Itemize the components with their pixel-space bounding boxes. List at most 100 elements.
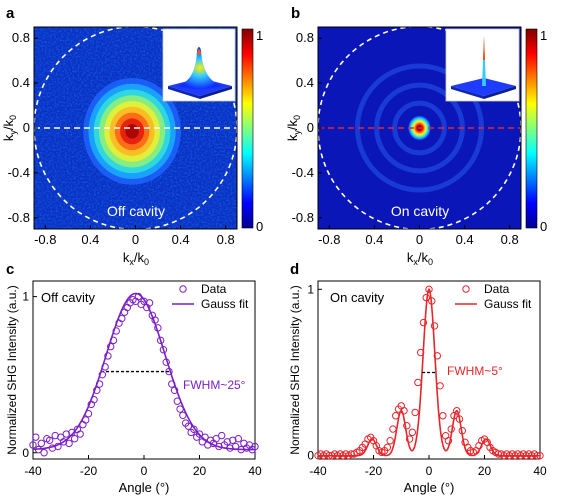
x-tick-label: -40 <box>24 464 42 478</box>
panel-d-legend-data-marker <box>462 285 470 293</box>
y-tick-label: 1 <box>307 282 314 296</box>
data-point <box>436 382 444 390</box>
panel-d-plot: -40 -20 0 20 40 0 1 <box>307 282 547 478</box>
y-tick-label: 0 <box>23 120 30 135</box>
panel-c-legend-fit-label: Gauss fit <box>201 297 249 311</box>
data-point <box>212 435 220 443</box>
data-point <box>40 449 48 457</box>
data-point <box>51 431 59 440</box>
data-point <box>29 441 37 449</box>
panel-c-ylabel: Normalized SHG Intensity (a.u.) <box>5 285 19 454</box>
data-point <box>383 443 392 452</box>
x-tick-label: 0.4 <box>81 232 99 247</box>
panel-d-caption: On cavity <box>330 290 385 305</box>
data-point <box>251 442 259 451</box>
panel-b-caption: On cavity <box>391 203 449 219</box>
y-tick-label: -0.4 <box>8 165 30 180</box>
data-point <box>455 415 464 423</box>
data-point <box>447 425 455 433</box>
beam-spot-contour <box>125 124 139 139</box>
data-point <box>405 435 414 443</box>
panel-d-xlabel: Angle (°) <box>404 480 455 495</box>
data-point <box>165 367 173 376</box>
data-point <box>201 433 209 441</box>
panel-a-ylabel: ky/k0 <box>1 115 18 141</box>
panel-d-ylabel: Normalized SHG Intensity (a.u.) <box>288 285 302 454</box>
data-point <box>231 442 240 451</box>
x-tick-label: 0 <box>416 232 423 247</box>
panel-d-legend: Data Gauss fit <box>455 282 532 311</box>
data-point <box>45 436 54 444</box>
data-point <box>170 386 179 394</box>
data-point <box>430 322 439 330</box>
data-point <box>408 428 417 437</box>
data-point <box>159 346 168 354</box>
data-point <box>425 285 433 294</box>
y-tick-label: -0.8 <box>292 210 314 225</box>
y-tick-label: 0 <box>307 449 314 463</box>
data-point <box>98 370 107 379</box>
panel-c-plot: -40 -20 0 20 40 0 1 <box>22 290 262 478</box>
data-point <box>533 451 541 460</box>
panel-b-inset <box>445 28 520 102</box>
panel-a-letter: a <box>6 5 15 22</box>
data-point <box>218 431 226 440</box>
data-point <box>156 336 165 345</box>
data-point <box>453 407 461 415</box>
data-point <box>162 358 170 366</box>
panel-b-colorbar <box>525 28 538 229</box>
y-tick-label: 0 <box>307 120 314 135</box>
data-point <box>107 342 115 351</box>
data-point <box>95 380 104 388</box>
y-tick-label: -0.8 <box>8 210 30 225</box>
panel-d-legend-data-label: Data <box>484 282 510 296</box>
y-tick-label: 0.8 <box>296 30 314 45</box>
data-point <box>416 348 425 357</box>
data-point <box>226 444 234 452</box>
panel-b-letter: b <box>291 5 300 22</box>
x-tick-label: 0.4 <box>172 232 190 247</box>
panel-c-legend-data-marker <box>179 285 187 293</box>
data-point <box>223 438 231 446</box>
panel-b-xlabel: kx/k0 <box>407 250 433 267</box>
data-point <box>458 427 466 435</box>
data-point <box>84 410 93 418</box>
panel-d-legend-fit-label: Gauss fit <box>484 297 532 311</box>
x-tick-label: -20 <box>365 464 383 478</box>
panel-a-colorbar-min: 0 <box>256 219 263 234</box>
x-tick-label: 0.4 <box>365 232 383 247</box>
data-point <box>536 451 544 460</box>
panel-a-inset <box>162 28 236 102</box>
data-point <box>428 297 436 305</box>
data-point <box>179 411 187 419</box>
data-point <box>101 363 109 371</box>
data-point <box>62 430 71 438</box>
data-point <box>190 425 198 434</box>
panel-d-letter: d <box>290 261 299 278</box>
panel-b-ylabel: ky/k0 <box>285 115 302 141</box>
data-point <box>54 442 62 451</box>
x-tick-label: 0.8 <box>501 232 519 247</box>
panel-a-xlabel: kx/k0 <box>123 250 149 267</box>
x-tick-label: 40 <box>533 464 547 478</box>
y-tick-label: 0.8 <box>12 30 30 45</box>
data-point <box>229 436 237 444</box>
panel-a-caption: Off cavity <box>107 203 165 219</box>
data-point <box>439 412 447 420</box>
data-point <box>154 324 162 332</box>
y-tick-label: -0.4 <box>292 165 314 180</box>
data-point <box>134 292 143 301</box>
panel-d-fwhm-label: FWHM~5° <box>447 364 503 378</box>
x-tick-label: 20 <box>193 464 207 478</box>
data-point <box>145 299 154 307</box>
data-point <box>82 416 90 424</box>
x-tick-label: 20 <box>478 464 492 478</box>
panel-b-axes: -0.8 0.4 0 0.4 0.8 -0.8 -0.4 0 0.4 0.8 <box>292 30 519 247</box>
data-point <box>234 435 243 443</box>
panel-b: b On cavity 1 0 -0.8 0.4 0 0.4 0.8 -0.8 -0.4 0 0… <box>285 5 547 267</box>
y-tick-label: 0.4 <box>12 75 30 90</box>
fit-curve <box>318 287 540 457</box>
fit-curve <box>32 292 256 451</box>
data-point <box>386 437 394 445</box>
x-tick-label: 0 <box>426 464 433 478</box>
